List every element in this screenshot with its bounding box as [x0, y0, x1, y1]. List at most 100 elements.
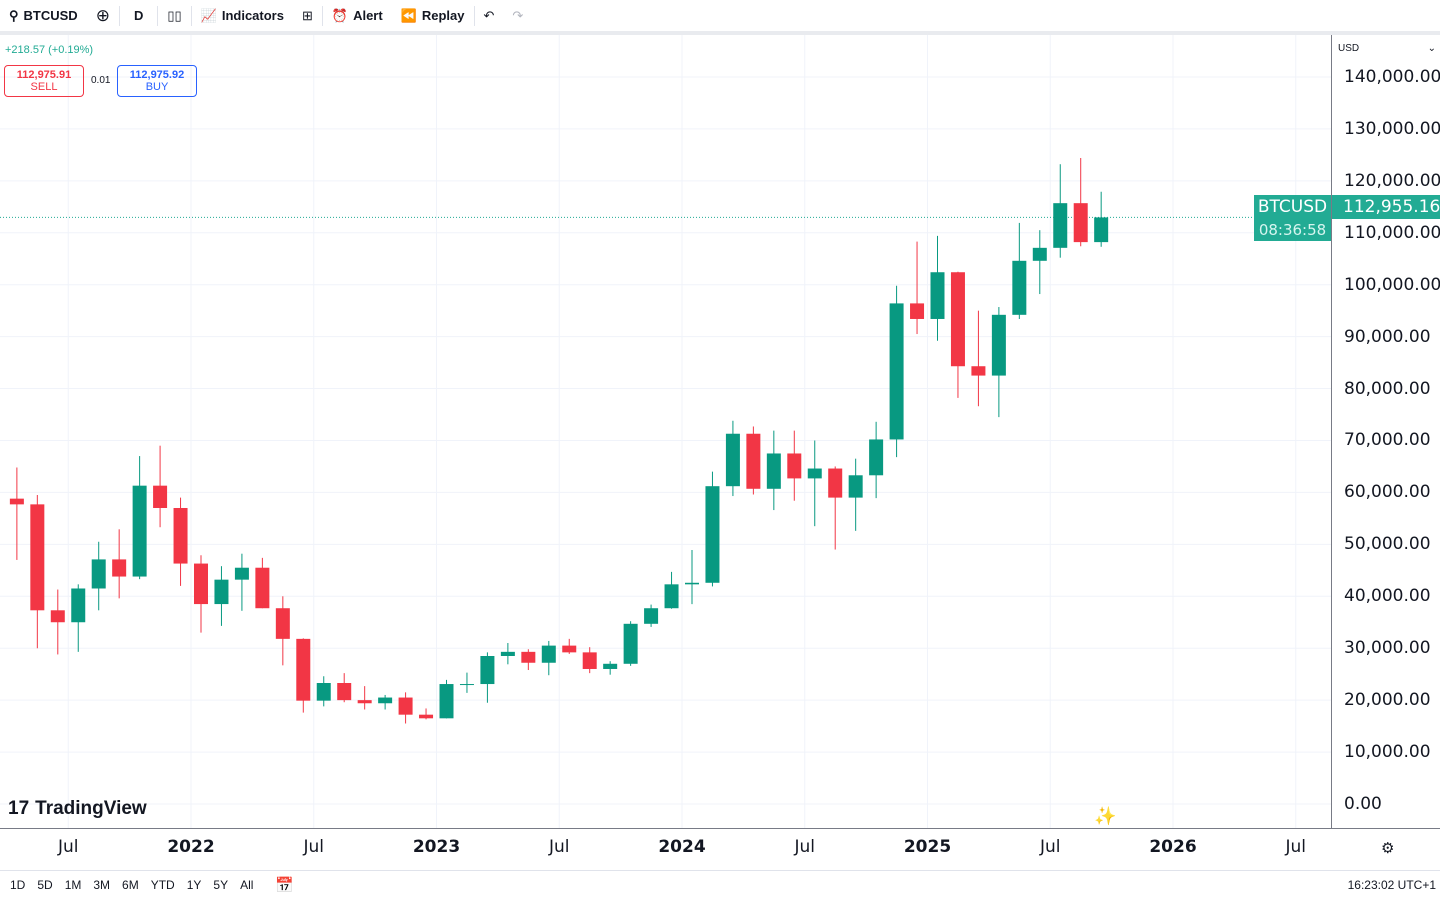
candle-body — [275, 608, 290, 639]
candlestick-chart — [0, 35, 1331, 828]
candle-body — [419, 714, 434, 719]
time-tick-label: 2025 — [903, 837, 952, 857]
candle-body — [214, 579, 229, 605]
bottom-toolbar: 1D 5D 1M 3M 6M YTD 1Y 5Y All 📅 16:23:02 UTC+1 — [0, 870, 1440, 899]
candle-body — [521, 651, 536, 663]
candle-body — [746, 433, 761, 489]
range-button-5y[interactable]: 5Y — [213, 878, 229, 892]
candle-body — [234, 567, 249, 580]
chart-pane[interactable]: +218.57 (+0.19%) 112,975.91 SELL 0.01 112… — [0, 35, 1331, 828]
candle-body — [787, 453, 802, 479]
price-tick-label: 50,000.00 — [1344, 534, 1431, 555]
date-range-icon[interactable]: 📅 — [275, 877, 295, 894]
price-axis[interactable]: USD ⌄ 0.00 10,000.00 20,000.00 30,000.00 40,0… — [1331, 35, 1440, 828]
price-tick-label: 80,000.00 — [1344, 378, 1431, 399]
range-button-6m[interactable]: 6M — [122, 878, 139, 892]
candle-body — [705, 486, 720, 583]
candle-body — [1032, 247, 1047, 261]
spread-value: 0.01 — [91, 75, 111, 86]
range-button-ytd[interactable]: YTD — [150, 878, 175, 892]
currency-select[interactable]: USD ⌄ — [1338, 43, 1440, 54]
candle-body — [910, 303, 925, 319]
range-button-5d[interactable]: 5D — [37, 878, 53, 892]
price-tick-label: 130,000.00 — [1344, 118, 1440, 139]
range-button-all[interactable]: All — [240, 878, 254, 892]
candle-body — [316, 683, 331, 701]
indicators-button[interactable]: 📈 Indicators — [192, 0, 293, 31]
alert-label: Alert — [353, 8, 383, 23]
time-tick-label: 2022 — [167, 837, 215, 857]
price-tick-label: 120,000.00 — [1344, 170, 1440, 191]
compare-button[interactable]: ⊕ — [87, 0, 119, 31]
grid-icon: ⊞ — [301, 7, 313, 23]
sell-button[interactable]: 112,975.91 SELL — [4, 65, 84, 97]
chevron-down-icon: ⌄ — [1427, 43, 1436, 54]
time-tick-label: Jul — [1285, 837, 1307, 857]
bar-countdown: 08:36:58 — [1254, 219, 1331, 241]
alarm-clock-icon: ⏰ — [331, 7, 349, 23]
undo-button[interactable]: ↶ — [475, 0, 504, 31]
time-tick-label: 2026 — [1149, 837, 1197, 857]
clock[interactable]: 16:23:02 UTC+1 — [1347, 878, 1436, 892]
alert-button[interactable]: ⏰ Alert — [323, 0, 392, 31]
interval-button[interactable]: D — [120, 0, 157, 31]
candle-body — [439, 684, 454, 719]
replay-button[interactable]: ⏪ Replay — [392, 0, 474, 31]
toolbar-divider — [0, 31, 1440, 35]
range-button-1y[interactable]: 1Y — [186, 878, 202, 892]
candle-body — [766, 453, 781, 489]
candle-body — [50, 610, 65, 623]
candle-body — [255, 567, 270, 609]
candle-body — [541, 645, 556, 663]
top-toolbar: ⚲ BTCUSD ⊕ D ▯▯ 📈 Indicators ⊞ ⏰ Alert ⏪ Rep… — [0, 0, 1440, 31]
candle-body — [930, 272, 945, 319]
candle-body — [582, 652, 597, 669]
candle-body — [30, 504, 45, 611]
layouts-button[interactable]: ⊞ — [293, 0, 322, 31]
candle-body — [378, 697, 393, 704]
candle-body — [500, 651, 515, 656]
candle-body — [480, 655, 495, 685]
candle-body — [398, 697, 413, 715]
candle-body — [807, 468, 822, 479]
currency-label: USD — [1338, 43, 1360, 54]
candle-body — [848, 475, 863, 498]
price-tick-label: 20,000.00 — [1344, 690, 1431, 711]
candle-body — [9, 498, 24, 505]
candle-body — [1012, 260, 1027, 315]
time-tick-label: Jul — [1039, 837, 1061, 857]
ai-sparkle-icon[interactable]: ✨ — [1094, 806, 1117, 826]
range-button-1d[interactable]: 1D — [10, 878, 26, 892]
time-tick-label: Jul — [548, 837, 570, 857]
tradingview-logo[interactable]: 17 TradingView — [8, 798, 147, 820]
candle-body — [1073, 203, 1088, 243]
candle-body — [644, 608, 659, 624]
range-button-3m[interactable]: 3M — [93, 878, 111, 892]
chart-type-button[interactable]: ▯▯ — [158, 0, 190, 31]
divider — [190, 5, 192, 26]
time-tick-label: 2023 — [412, 837, 461, 857]
last-price: 112,955.16 — [1343, 197, 1440, 217]
redo-button[interactable]: ↷ — [503, 0, 532, 31]
buy-button[interactable]: 112,975.92 BUY — [117, 65, 197, 97]
price-tick-label: 40,000.00 — [1344, 586, 1431, 607]
range-button-1m[interactable]: 1M — [64, 878, 82, 892]
change-text: +218.57 (+0.19%) — [5, 44, 94, 56]
symbol-search[interactable]: ⚲ BTCUSD — [0, 0, 87, 31]
divider — [473, 5, 475, 26]
divider — [157, 5, 159, 26]
candle-body — [664, 584, 679, 609]
candle-body — [71, 588, 86, 623]
replay-label: Replay — [421, 8, 465, 23]
undo-icon: ↶ — [483, 7, 495, 23]
candles-icon: ▯▯ — [167, 7, 182, 23]
time-axis[interactable]: Jul 2022 Jul 2023 Jul 2024 Jul 2025 Jul 2026 Jul ⚙ — [0, 828, 1440, 870]
divider — [321, 5, 323, 26]
divider — [118, 5, 120, 26]
indicators-label: Indicators — [221, 8, 284, 23]
buy-price: 112,975.92 — [129, 69, 185, 81]
settings-icon[interactable]: ⚙ — [1381, 840, 1395, 857]
indicators-icon: 📈 — [200, 7, 217, 23]
redo-icon: ↷ — [512, 7, 524, 23]
candle-body — [91, 559, 106, 589]
